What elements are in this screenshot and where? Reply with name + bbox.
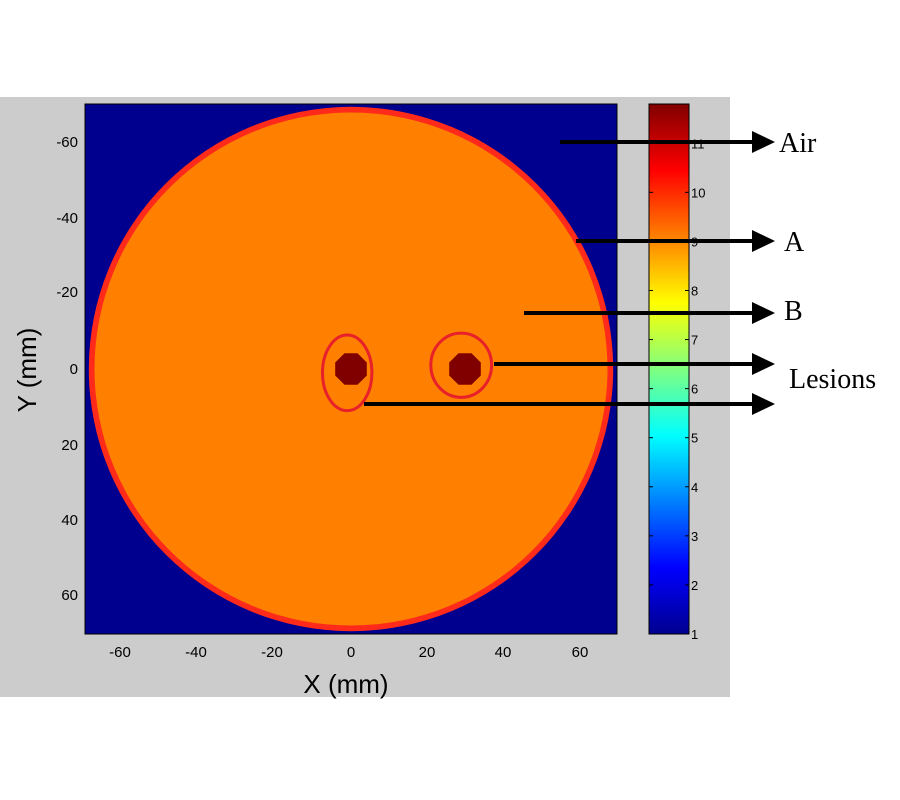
annotations <box>364 131 775 415</box>
colorbar: 1234567891011 <box>648 103 705 642</box>
plot-border <box>84 103 618 635</box>
x-tick-label: -60 <box>109 644 131 661</box>
x-tick-label: 20 <box>419 644 436 661</box>
lesions-label: Lesions <box>789 364 876 395</box>
air-label: Air <box>779 128 817 159</box>
y-tick-label: 40 <box>61 512 78 529</box>
x-tick-label: 0 <box>347 644 355 661</box>
y-tick-label: 20 <box>61 437 78 454</box>
a-arrowhead <box>752 230 775 252</box>
y-tick-label: -20 <box>56 284 78 301</box>
colorbar-tick-label: 6 <box>691 382 698 397</box>
lesion-2-highlight-ring <box>429 331 494 399</box>
colorbar-tick-label: 2 <box>691 578 698 593</box>
x-axis-label: X (mm) <box>303 669 388 699</box>
b-arrowhead <box>752 302 775 324</box>
lesion-1 <box>335 353 367 385</box>
y-tick-label: -40 <box>56 210 78 227</box>
colorbar-tick-label: 8 <box>691 283 698 298</box>
colorbar-tick-label: 3 <box>691 529 698 544</box>
colorbar-tick-label: 10 <box>691 185 705 200</box>
region-b-label: B <box>784 296 803 327</box>
x-tick-label: -20 <box>261 644 283 661</box>
lesion-arrow-1-head <box>752 353 775 375</box>
y-axis: -60 -40 -20 0 20 40 60 Y (mm) <box>12 134 78 604</box>
image-axes <box>85 104 617 634</box>
lesion-1-highlight-ring <box>321 333 374 413</box>
colorbar-tick-label: 4 <box>691 480 698 495</box>
x-axis: -60 -40 -20 0 20 40 60 X (mm) <box>109 644 588 699</box>
air-arrowhead <box>752 131 775 153</box>
region-a-label: A <box>784 227 805 258</box>
colorbar-gradient <box>648 103 690 635</box>
lesion-arrow-2-head <box>752 393 775 415</box>
y-axis-label: Y (mm) <box>12 328 42 413</box>
colorbar-tick-label: 7 <box>691 333 698 348</box>
x-tick-label: 40 <box>495 644 512 661</box>
y-tick-label: 60 <box>61 587 78 604</box>
lesion-2 <box>449 353 481 385</box>
colorbar-tick-label: 5 <box>691 431 698 446</box>
y-tick-label: 0 <box>70 361 78 378</box>
y-tick-label: -60 <box>56 134 78 151</box>
x-tick-label: -40 <box>185 644 207 661</box>
colorbar-tick-label: 1 <box>691 627 698 642</box>
x-tick-label: 60 <box>572 644 589 661</box>
